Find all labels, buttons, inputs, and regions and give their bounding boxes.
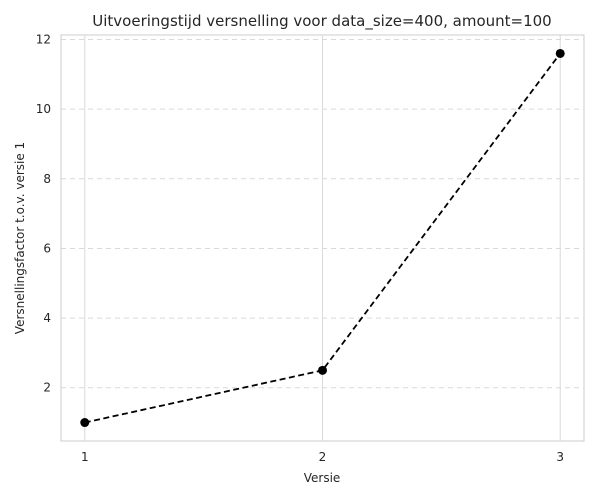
x-tick-labels: 1 2 3	[81, 450, 564, 464]
y-tick-label-6: 12	[36, 33, 51, 47]
x-axis-label: Versie	[304, 471, 341, 485]
y-tick-label-2: 4	[43, 311, 51, 325]
y-tick-labels: 2 4 6 8 10 12	[36, 33, 51, 395]
y-tick-label-5: 10	[36, 102, 51, 116]
x-tick-label-2: 2	[319, 450, 327, 464]
series-group	[80, 48, 565, 428]
y-tick-label-1: 2	[43, 381, 51, 395]
data-point-1	[80, 418, 90, 428]
y-axis-label: Versnellingsfactor t.o.v. versie 1	[13, 142, 27, 334]
y-tick-label-4: 8	[43, 172, 51, 186]
x-tick-label-3: 3	[556, 450, 564, 464]
chart-title: Uitvoeringstijd versnelling voor data_si…	[92, 12, 551, 31]
horizontal-gridlines	[61, 39, 584, 389]
data-point-3	[555, 48, 565, 58]
x-tick-label-1: 1	[81, 450, 89, 464]
data-point-2	[318, 365, 327, 375]
y-tick-label-3: 6	[43, 241, 51, 255]
